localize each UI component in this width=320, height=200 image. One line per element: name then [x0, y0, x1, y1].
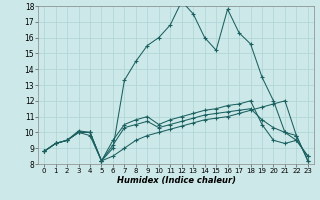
X-axis label: Humidex (Indice chaleur): Humidex (Indice chaleur)	[116, 176, 236, 185]
